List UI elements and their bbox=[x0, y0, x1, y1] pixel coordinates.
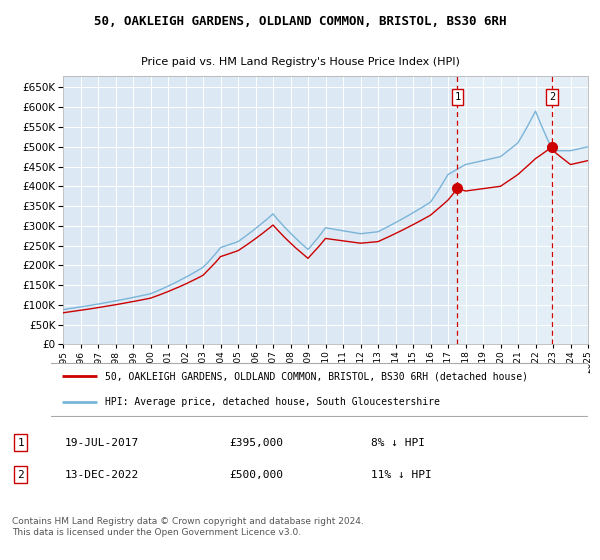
Text: 19-JUL-2017: 19-JUL-2017 bbox=[65, 437, 139, 447]
Text: 13-DEC-2022: 13-DEC-2022 bbox=[65, 470, 139, 480]
Text: 50, OAKLEIGH GARDENS, OLDLAND COMMON, BRISTOL, BS30 6RH: 50, OAKLEIGH GARDENS, OLDLAND COMMON, BR… bbox=[94, 15, 506, 28]
Text: 2: 2 bbox=[17, 470, 24, 480]
Text: HPI: Average price, detached house, South Gloucestershire: HPI: Average price, detached house, Sout… bbox=[104, 397, 440, 407]
Text: Contains HM Land Registry data © Crown copyright and database right 2024.
This d: Contains HM Land Registry data © Crown c… bbox=[12, 517, 364, 537]
Text: 2: 2 bbox=[549, 92, 555, 102]
Bar bbox=[457, 76, 588, 344]
Text: 50, OAKLEIGH GARDENS, OLDLAND COMMON, BRISTOL, BS30 6RH (detached house): 50, OAKLEIGH GARDENS, OLDLAND COMMON, BR… bbox=[104, 371, 528, 381]
FancyBboxPatch shape bbox=[49, 363, 590, 416]
Text: 8% ↓ HPI: 8% ↓ HPI bbox=[371, 437, 425, 447]
Text: £395,000: £395,000 bbox=[229, 437, 283, 447]
Text: 11% ↓ HPI: 11% ↓ HPI bbox=[371, 470, 431, 480]
Text: £500,000: £500,000 bbox=[229, 470, 283, 480]
Text: 1: 1 bbox=[454, 92, 461, 102]
Text: 1: 1 bbox=[17, 437, 24, 447]
Text: Price paid vs. HM Land Registry's House Price Index (HPI): Price paid vs. HM Land Registry's House … bbox=[140, 57, 460, 67]
